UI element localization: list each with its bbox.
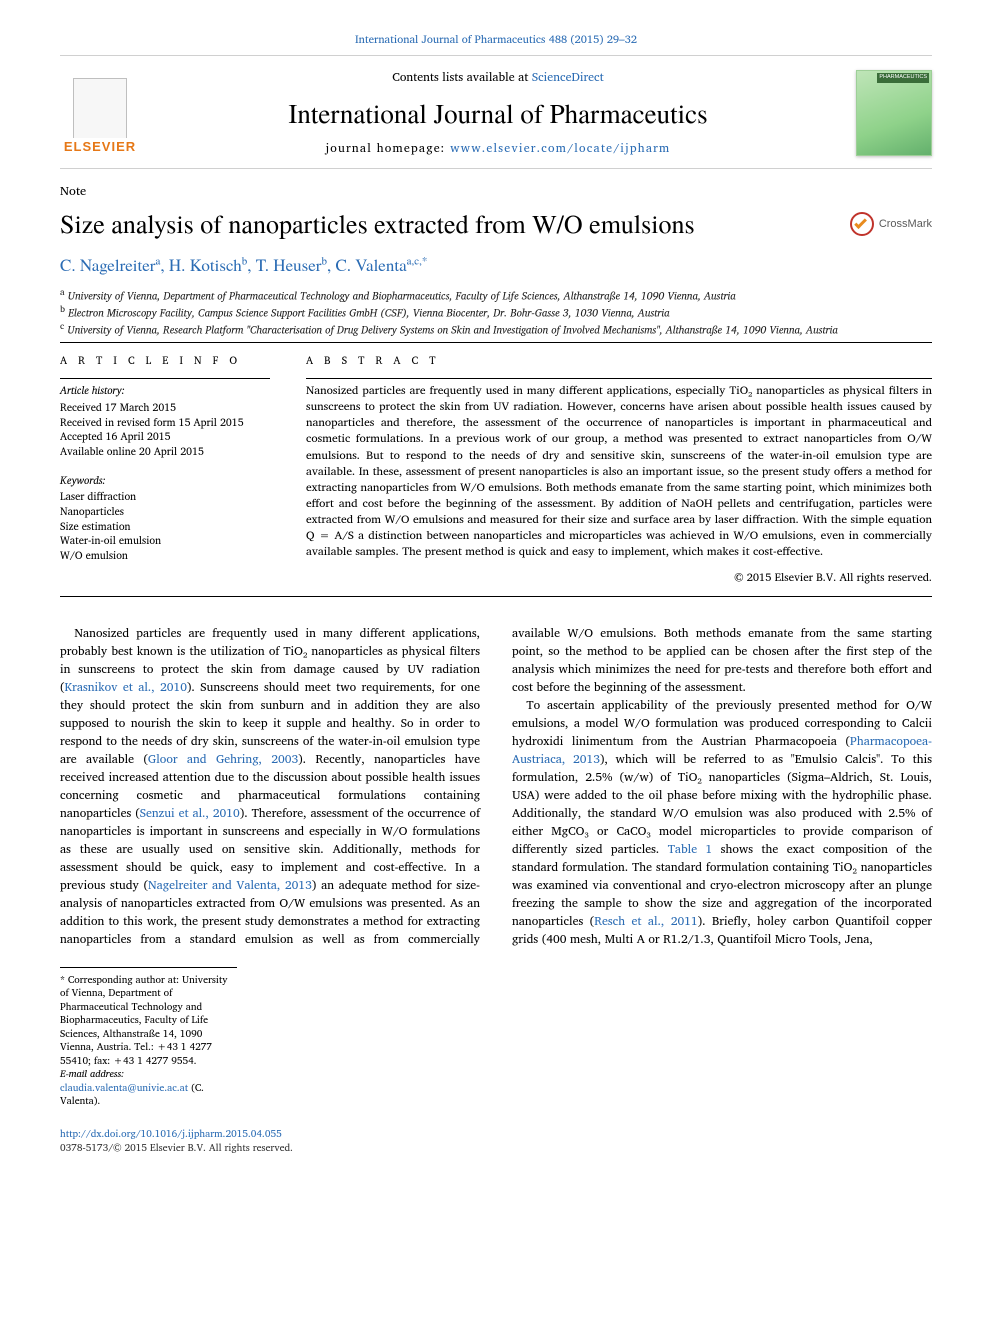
body-paragraph-2: To ascertain applicability of the previo… — [512, 697, 932, 949]
keywords: Keywords: Laser diffraction Nanoparticle… — [60, 473, 270, 563]
sciencedirect-link[interactable]: ScienceDirect — [532, 68, 604, 87]
table-link[interactable]: Table 1 — [668, 840, 713, 859]
citation-link[interactable]: Krasnikov et al., 2010 — [65, 678, 188, 697]
author-3[interactable]: T. Heuser — [256, 253, 322, 276]
publisher-name: ELSEVIER — [64, 138, 136, 156]
article-title: Size analysis of nanoparticles extracted… — [60, 206, 695, 242]
journal-name: International Journal of Pharmaceutics — [152, 95, 844, 133]
journal-cover-thumbnail[interactable]: PHARMACEUTICS — [856, 70, 932, 156]
history-label: Article history: — [60, 383, 270, 398]
journal-cover-label: PHARMACEUTICS — [877, 73, 929, 83]
abstract-body: Nanosized particles are frequently used … — [306, 383, 932, 560]
citation-link[interactable]: Resch et al., 2011 — [594, 912, 698, 931]
corresponding-star-icon: * — [422, 253, 428, 268]
homepage-prefix: journal homepage: — [326, 139, 451, 158]
author-2[interactable]: H. Kotisch — [169, 253, 242, 276]
article-type: Note — [60, 183, 932, 201]
homepage-link[interactable]: www.elsevier.com/locate/ijpharm — [450, 139, 670, 158]
contents-prefix: Contents lists available at — [392, 68, 532, 87]
homepage-line: journal homepage: www.elsevier.com/locat… — [152, 141, 844, 158]
corresponding-note: * Corresponding author at: University of… — [60, 967, 237, 1109]
article-info: A R T I C L E I N F O Article history: R… — [60, 353, 270, 585]
keyword: W/O emulsion — [60, 548, 270, 563]
abstract-copyright: © 2015 Elsevier B.V. All rights reserved… — [306, 570, 932, 585]
affiliation-c: University of Vienna, Research Platform … — [67, 320, 838, 338]
author-2-aff: b — [242, 253, 248, 268]
author-list: C. Nagelreitera, H. Kotischb, T. Heuserb… — [60, 253, 932, 277]
author-1-aff: a — [155, 253, 160, 268]
footer-doi: http://dx.doi.org/10.1016/j.ijpharm.2015… — [60, 1127, 452, 1155]
crossmark-icon — [850, 212, 874, 236]
abstract: A B S T R A C T Nanosized particles are … — [306, 353, 932, 585]
author-3-aff: b — [321, 253, 327, 268]
author-4[interactable]: C. Valenta — [335, 253, 406, 276]
article-body: Nanosized particles are frequently used … — [60, 625, 932, 949]
crossmark-label: CrossMark — [879, 217, 932, 232]
divider — [306, 378, 932, 379]
contents-line: Contents lists available at ScienceDirec… — [152, 70, 844, 87]
keywords-label: Keywords: — [60, 473, 270, 488]
abstract-heading: A B S T R A C T — [306, 353, 932, 368]
citation-link[interactable]: Nagelreiter and Valenta, 2013 — [148, 876, 312, 895]
history-online: Available online 20 April 2015 — [60, 444, 270, 459]
journal-header: ELSEVIER Contents lists available at Sci… — [60, 60, 932, 168]
author-4-aff: a,c, — [407, 253, 422, 268]
corresponding-text: * Corresponding author at: University of… — [60, 974, 237, 1069]
article-info-heading: A R T I C L E I N F O — [60, 353, 270, 368]
author-1[interactable]: C. Nagelreiter — [60, 253, 155, 276]
running-citation: International Journal of Pharmaceutics 4… — [60, 32, 932, 56]
issn-copyright: 0378-5173/© 2015 Elsevier B.V. All right… — [60, 1140, 293, 1156]
affiliations: a University of Vienna, Department of Ph… — [60, 286, 932, 336]
citation-link[interactable]: Senzui et al., 2010 — [140, 804, 240, 823]
header-center: Contents lists available at ScienceDirec… — [152, 70, 844, 157]
divider — [60, 378, 270, 379]
publisher-logo[interactable]: ELSEVIER — [60, 70, 140, 156]
citation-text: International Journal of Pharmaceutics 4… — [355, 30, 637, 48]
elsevier-tree-icon — [73, 78, 127, 138]
affiliation-b: Electron Microscopy Facility, Campus Sci… — [68, 304, 670, 322]
divider — [60, 342, 932, 343]
divider — [60, 596, 932, 597]
article-history: Article history: Received 17 March 2015 … — [60, 383, 270, 458]
citation-link[interactable]: Gloor and Gehring, 2003 — [148, 750, 298, 769]
crossmark-badge[interactable]: CrossMark — [850, 212, 932, 236]
